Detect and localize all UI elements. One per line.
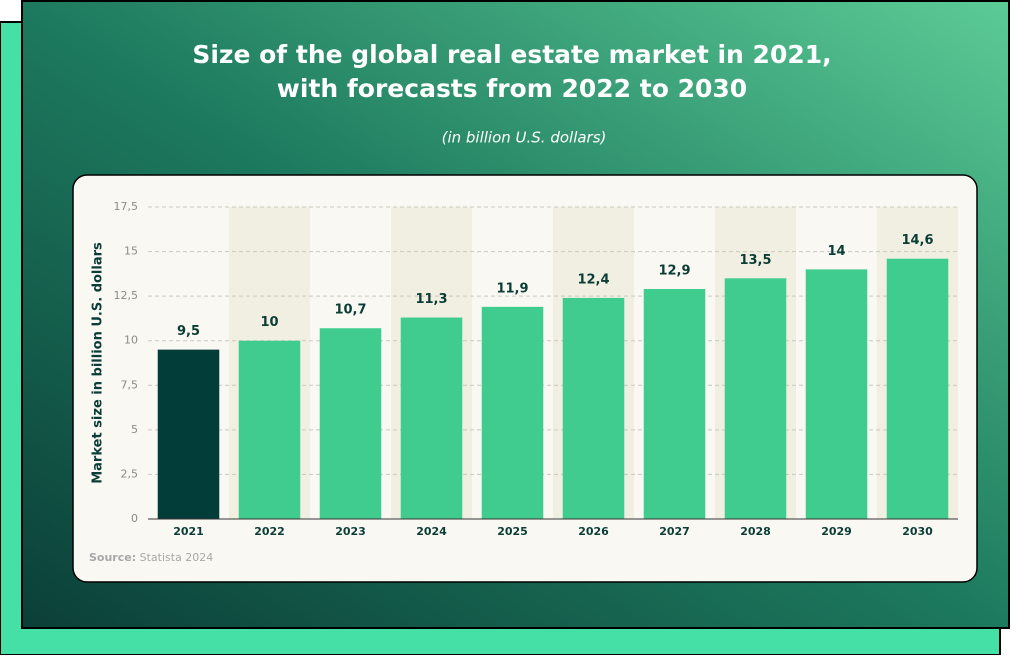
bar	[643, 289, 706, 519]
plot: 0 2,5 5 7,5 10 12,5 15 17,5 9,5 2021 10 2022 10,7 202…	[114, 200, 958, 538]
x-tick-label: 2025	[497, 525, 528, 538]
x-tick-label: 2030	[902, 525, 933, 538]
data-label: 11,3	[415, 292, 447, 307]
x-tick-label: 2026	[578, 525, 609, 538]
data-label: 14,6	[901, 233, 933, 248]
y-tick-label: 2,5	[121, 467, 139, 480]
data-label: 12,4	[577, 272, 609, 287]
y-tick-label: 5	[131, 423, 138, 436]
data-label: 13,5	[739, 253, 771, 268]
y-tick-label: 15	[124, 245, 138, 258]
y-tick-label: 7,5	[121, 378, 139, 391]
bar	[481, 306, 544, 519]
bar	[400, 317, 463, 519]
bar	[886, 258, 949, 519]
bar	[157, 349, 220, 519]
x-tick-label: 2028	[740, 525, 771, 538]
source-text: Statista 2024	[140, 551, 214, 564]
bar	[319, 328, 382, 519]
subtitle: (in billion U.S. dollars)	[442, 129, 607, 147]
y-tick-label: 10	[124, 334, 138, 347]
x-tick-label: 2024	[416, 525, 447, 538]
x-tick-label: 2022	[254, 525, 285, 538]
x-tick-label: 2021	[173, 525, 204, 538]
y-tick-label: 12,5	[114, 289, 139, 302]
bar	[805, 269, 868, 519]
bar	[562, 297, 625, 519]
bar	[724, 278, 787, 519]
data-label: 10	[260, 315, 278, 330]
y-tick-label: 17,5	[114, 200, 139, 213]
x-tick-label: 2023	[335, 525, 366, 538]
source-label: Source:	[89, 551, 136, 564]
y-axis-label: Market size in billion U.S. dollars	[91, 242, 106, 484]
data-label: 14	[827, 244, 845, 259]
x-tick-label: 2029	[821, 525, 852, 538]
title-line: Size of the global real estate market in…	[192, 40, 831, 69]
data-label: 11,9	[496, 281, 528, 296]
title-line: with forecasts from 2022 to 2030	[277, 74, 747, 103]
source: Source: Statista 2024	[89, 551, 213, 564]
data-label: 9,5	[177, 324, 200, 339]
data-label: 10,7	[334, 303, 366, 318]
data-label: 12,9	[658, 264, 690, 279]
bar	[238, 340, 301, 519]
x-tick-label: 2027	[659, 525, 690, 538]
y-tick-label: 0	[131, 512, 138, 525]
